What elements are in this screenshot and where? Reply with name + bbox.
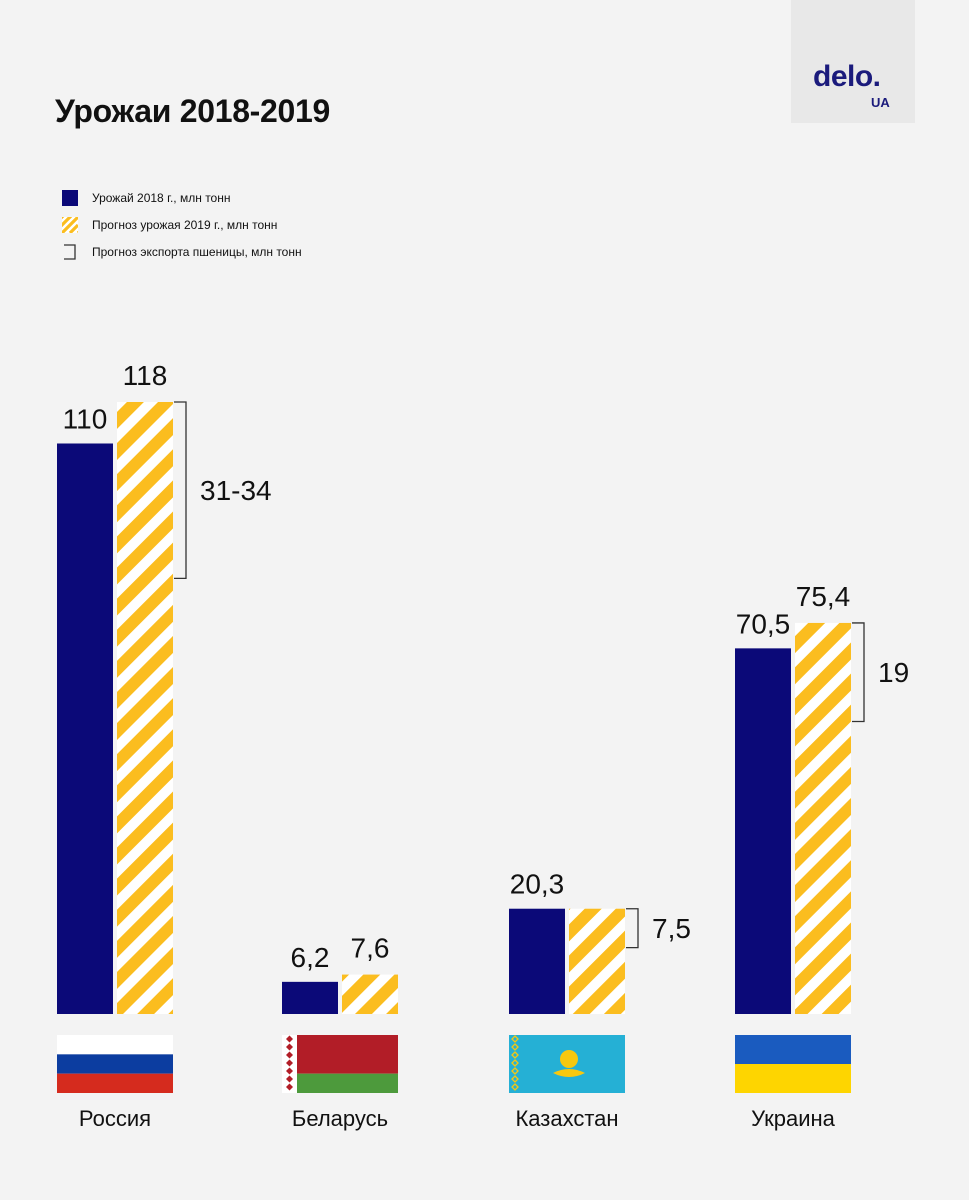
category-label: Украина (751, 1106, 836, 1131)
bar-2019-forecast (795, 622, 851, 1014)
legend-label: Урожай 2018 г., млн тонн (92, 191, 231, 205)
export-label: 7,5 (652, 913, 691, 944)
bar-2018 (509, 908, 565, 1014)
bar-2019-forecast (117, 402, 173, 1014)
chart-title: Урожаи 2018-2019 (55, 93, 331, 129)
data-label-2018: 6,2 (291, 942, 330, 973)
bar-2019-forecast (569, 908, 625, 1014)
category-label: Казахстан (515, 1106, 618, 1131)
data-label-2019: 75,4 (796, 581, 851, 612)
data-label-2018: 110 (63, 403, 108, 434)
export-label: 19 (878, 657, 909, 688)
legend-swatch-solid (62, 190, 78, 206)
legend-label: Прогноз урожая 2019 г., млн тонн (92, 218, 278, 232)
export-bracket (626, 908, 639, 949)
data-label-2019: 118 (123, 360, 168, 391)
bar-2018 (282, 981, 338, 1014)
export-label: 31-34 (200, 475, 272, 506)
data-label-2019: 7,6 (351, 933, 390, 964)
logo: delo. UA (791, 0, 915, 123)
bar-2018 (57, 443, 113, 1014)
logo-text: delo. (813, 60, 881, 93)
russia-flag-icon (57, 1035, 173, 1093)
kazakhstan-flag-icon (509, 1035, 625, 1093)
legend-swatch-striped (62, 217, 78, 233)
legend-label: Прогноз экспорта пшеницы, млн тонн (92, 245, 302, 259)
category-label: Россия (79, 1106, 151, 1131)
logo-subtext: UA (871, 95, 890, 110)
data-label-2018: 20,3 (510, 869, 565, 900)
legend-swatch-bracket (64, 244, 76, 260)
ukraine-flag-icon (735, 1035, 851, 1093)
bar-2019-forecast (342, 974, 398, 1014)
data-label-2018: 70,5 (736, 608, 791, 639)
export-bracket (852, 622, 865, 723)
export-bracket (174, 401, 187, 579)
belarus-flag-icon (282, 1035, 398, 1093)
category-label: Беларусь (292, 1106, 388, 1131)
bar-2018 (735, 648, 791, 1014)
